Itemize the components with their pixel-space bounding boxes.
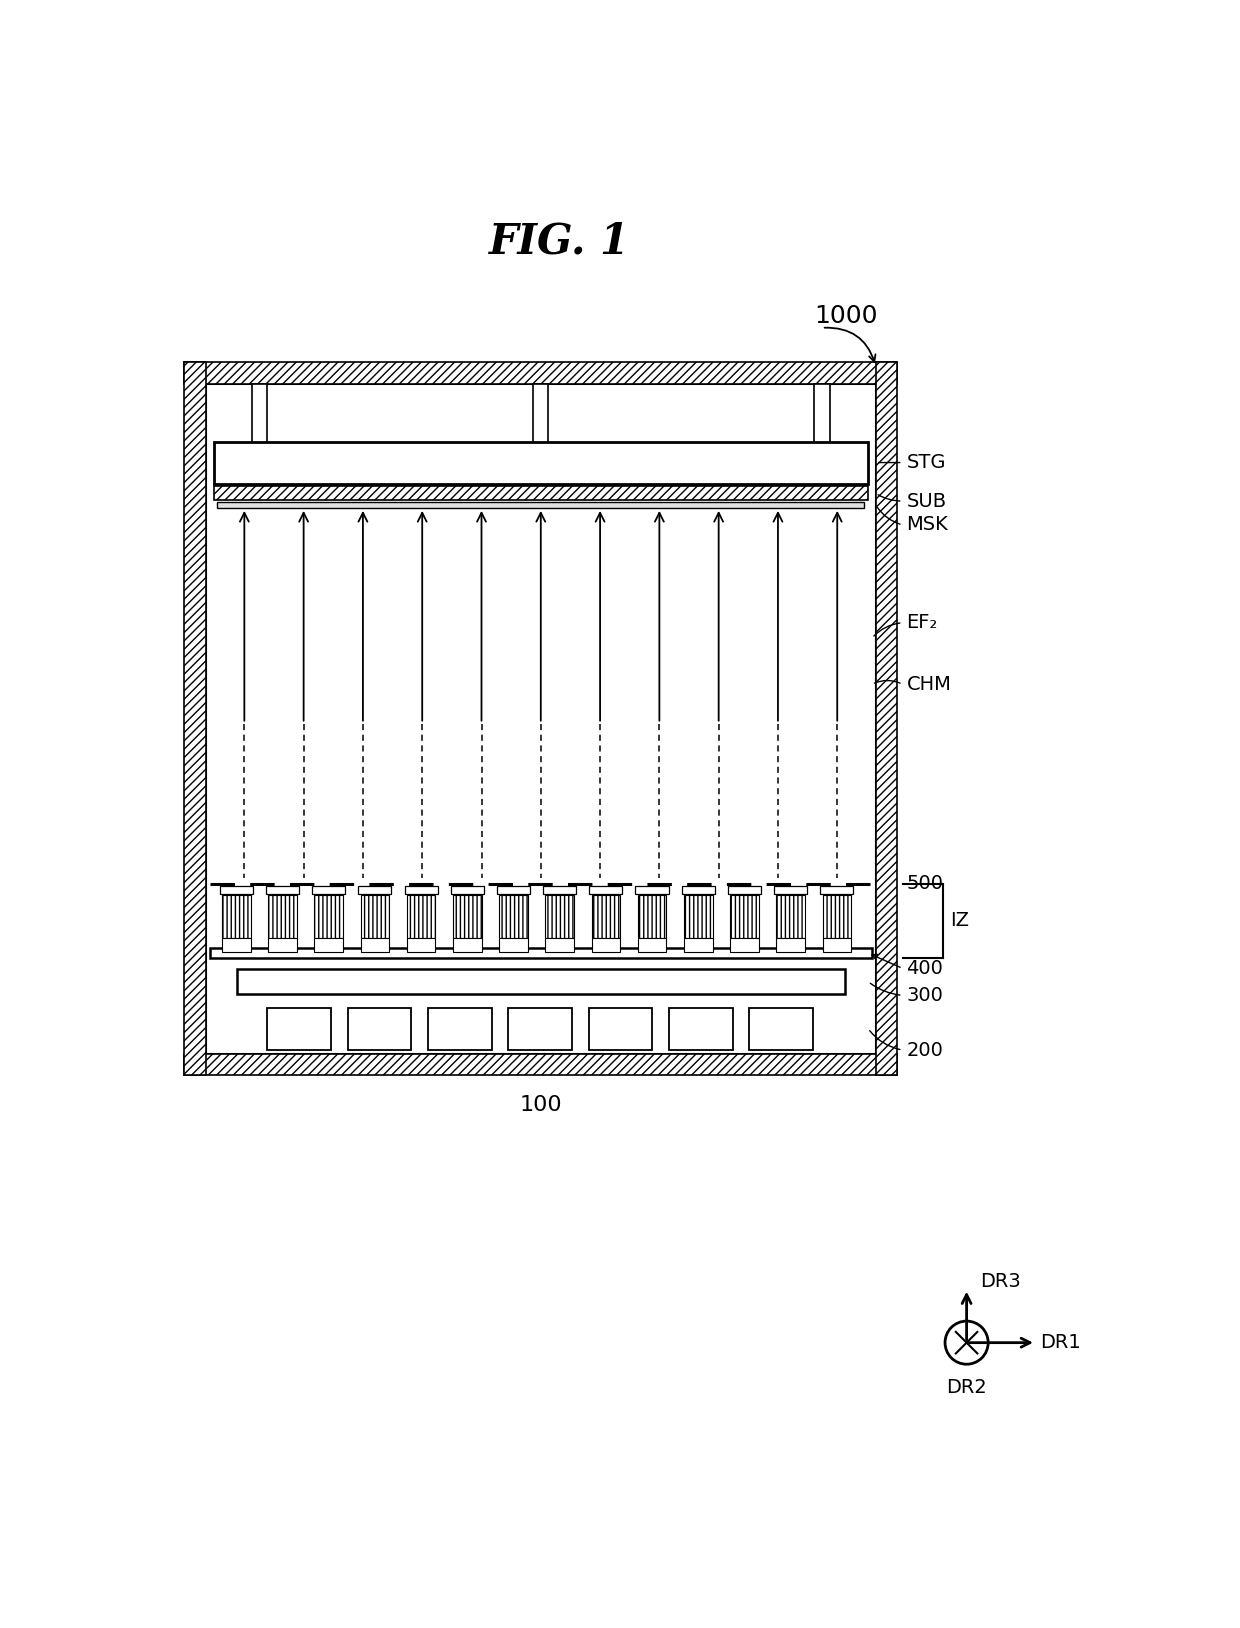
Bar bbox=[684, 938, 713, 951]
Bar bbox=[589, 886, 622, 894]
Bar bbox=[635, 886, 668, 894]
Text: 400: 400 bbox=[906, 959, 944, 978]
Text: 100: 100 bbox=[520, 1094, 562, 1115]
Bar bbox=[591, 895, 620, 938]
Bar bbox=[500, 938, 528, 951]
Bar bbox=[185, 363, 206, 1076]
Bar bbox=[684, 895, 713, 938]
Bar bbox=[500, 895, 528, 938]
Bar bbox=[268, 938, 296, 951]
Bar bbox=[265, 886, 299, 894]
Bar bbox=[507, 1008, 572, 1050]
Bar bbox=[668, 1008, 733, 1050]
Bar bbox=[533, 384, 548, 470]
Bar bbox=[407, 895, 435, 938]
Bar bbox=[682, 886, 714, 894]
Bar bbox=[822, 938, 851, 951]
Text: STG: STG bbox=[906, 453, 946, 472]
Bar bbox=[404, 886, 438, 894]
Bar bbox=[312, 886, 345, 894]
Bar bbox=[361, 938, 389, 951]
Text: EF₂: EF₂ bbox=[906, 614, 937, 632]
Bar bbox=[268, 1008, 331, 1050]
Bar bbox=[219, 886, 253, 894]
Text: 200: 200 bbox=[906, 1040, 944, 1060]
Bar bbox=[749, 1008, 812, 1050]
Text: DR1: DR1 bbox=[1040, 1333, 1080, 1353]
Bar bbox=[222, 938, 250, 951]
Bar bbox=[358, 886, 392, 894]
Bar bbox=[237, 969, 844, 993]
Text: SUB: SUB bbox=[906, 492, 946, 511]
Text: 300: 300 bbox=[906, 987, 944, 1004]
Bar bbox=[361, 895, 389, 938]
Bar bbox=[821, 886, 853, 894]
Bar bbox=[407, 938, 435, 951]
Bar bbox=[776, 938, 805, 951]
Text: DR3: DR3 bbox=[981, 1271, 1022, 1291]
Bar bbox=[546, 938, 574, 951]
Bar bbox=[185, 1053, 898, 1076]
Text: IZ: IZ bbox=[950, 912, 968, 930]
Text: 1000: 1000 bbox=[815, 304, 878, 329]
Bar bbox=[315, 938, 343, 951]
Bar bbox=[252, 384, 268, 470]
Text: CHM: CHM bbox=[906, 676, 951, 694]
Bar bbox=[213, 487, 868, 500]
Bar bbox=[450, 886, 484, 894]
Bar bbox=[774, 886, 807, 894]
Bar bbox=[453, 938, 481, 951]
Bar bbox=[730, 938, 759, 951]
Bar bbox=[875, 363, 898, 1076]
Bar bbox=[637, 895, 666, 938]
Text: DR2: DR2 bbox=[946, 1377, 987, 1397]
Bar bbox=[222, 895, 250, 938]
Bar bbox=[428, 1008, 491, 1050]
Bar bbox=[497, 886, 529, 894]
Bar bbox=[637, 938, 666, 951]
Bar bbox=[213, 441, 868, 484]
Text: MSK: MSK bbox=[906, 516, 949, 534]
Bar bbox=[206, 384, 875, 1053]
Bar bbox=[591, 938, 620, 951]
Bar bbox=[822, 895, 851, 938]
Bar bbox=[589, 1008, 652, 1050]
Bar bbox=[217, 501, 864, 508]
Bar bbox=[453, 895, 481, 938]
Bar bbox=[315, 895, 343, 938]
Bar bbox=[210, 949, 872, 957]
Text: FIG. 1: FIG. 1 bbox=[489, 220, 630, 262]
Bar bbox=[776, 895, 805, 938]
Bar bbox=[730, 895, 759, 938]
Bar bbox=[347, 1008, 412, 1050]
Text: 500: 500 bbox=[906, 874, 944, 894]
Bar bbox=[185, 363, 898, 384]
Bar bbox=[543, 886, 577, 894]
Bar bbox=[815, 384, 830, 470]
Bar bbox=[546, 895, 574, 938]
Bar bbox=[268, 895, 296, 938]
Bar bbox=[728, 886, 761, 894]
